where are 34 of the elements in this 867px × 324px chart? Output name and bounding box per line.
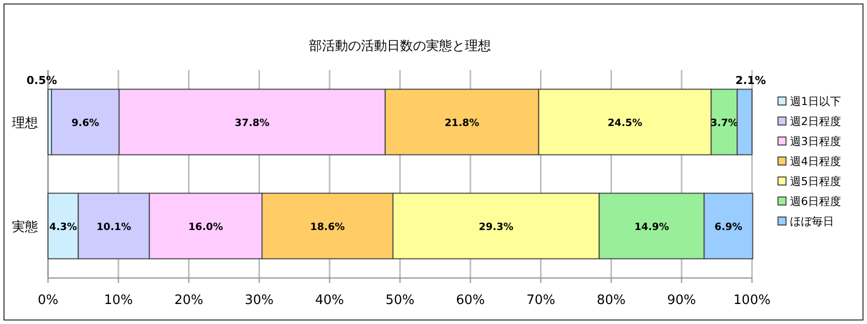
y-tick-label: 実態 xyxy=(12,219,38,235)
legend-label: 週4日程度 xyxy=(790,155,841,168)
legend-label: 週3日程度 xyxy=(790,135,841,148)
x-tick-label: 60% xyxy=(456,293,485,308)
data-label: 4.3% xyxy=(49,222,78,233)
data-label: 2.1% xyxy=(735,74,766,88)
legend-label: 週6日程度 xyxy=(790,195,841,208)
x-tick-label: 20% xyxy=(174,293,204,308)
x-tick-label: 30% xyxy=(244,293,274,308)
data-label: 16.0% xyxy=(188,222,224,233)
data-label: 6.9% xyxy=(714,222,742,233)
x-tick-label: 80% xyxy=(596,293,626,308)
x-tick-label: 90% xyxy=(667,293,696,308)
y-tick-label: 理想 xyxy=(12,116,38,131)
legend-label: ほぼ毎日 xyxy=(790,215,834,228)
data-label: 24.5% xyxy=(608,118,642,129)
data-label: 10.1% xyxy=(96,222,132,233)
x-tick-label: 40% xyxy=(315,293,344,308)
data-label: 14.9% xyxy=(634,222,670,233)
data-label: 21.8% xyxy=(444,118,480,129)
data-label: 9.6% xyxy=(71,118,100,129)
legend-label: 週2日程度 xyxy=(790,115,841,128)
x-tick-label: 0% xyxy=(38,293,58,308)
legend-label: 週1日以下 xyxy=(790,95,841,108)
x-tick-label: 10% xyxy=(104,293,133,308)
x-tick-label: 50% xyxy=(386,293,414,308)
legend-label: 週5日程度 xyxy=(790,175,841,188)
x-tick-label: 70% xyxy=(526,293,556,308)
x-tick-label: 100% xyxy=(733,293,771,308)
data-label: 18.6% xyxy=(310,222,345,233)
chart-title: 部活動の活動日数の実態と理想 xyxy=(309,38,491,54)
data-label: 0.5% xyxy=(26,74,58,88)
data-label: 37.8% xyxy=(234,118,270,129)
data-label: 29.3% xyxy=(478,222,514,233)
